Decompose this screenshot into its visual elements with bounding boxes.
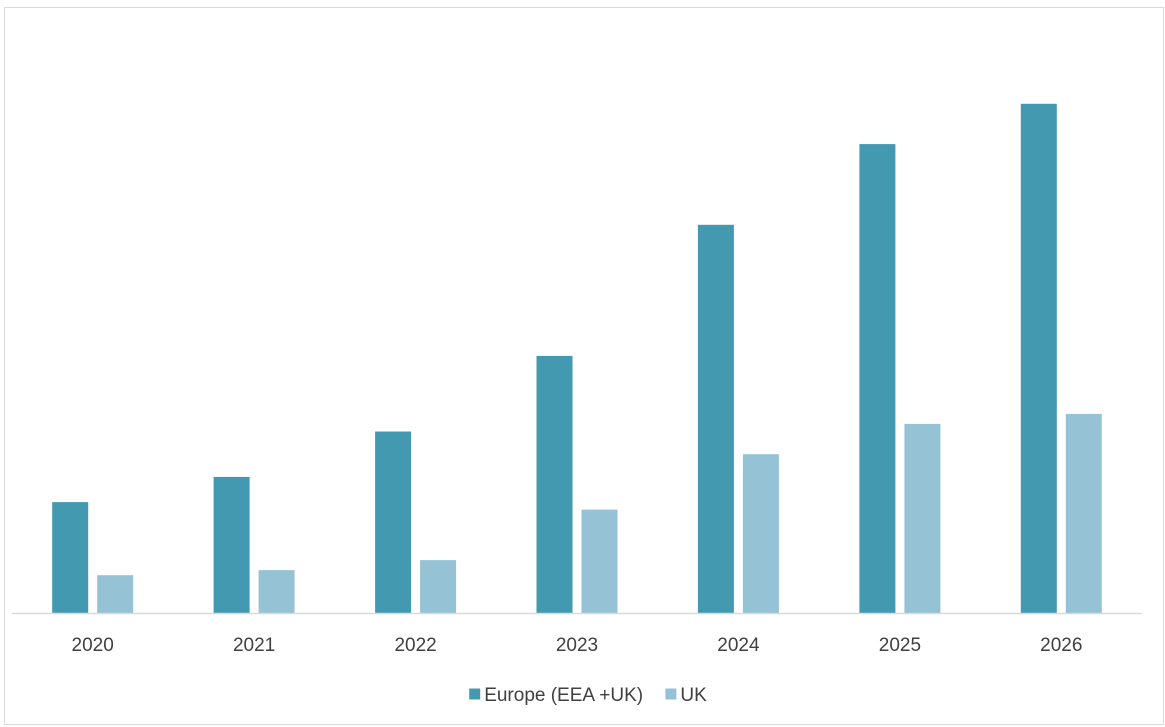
bar-uk-2025 (904, 423, 941, 613)
bar-europe-2021 (213, 476, 250, 613)
bar-chart: 2020 2021 2022 2023 2024 2025 2026 Europe (EEA… (12, 103, 1142, 706)
x-tick-label-2022: 2022 (394, 635, 436, 656)
bars-layer (52, 103, 1102, 614)
legend-swatch-europe (469, 688, 481, 700)
bar-uk-2021 (258, 570, 295, 613)
bar-europe-2026 (1020, 103, 1057, 614)
bar-uk-2024 (742, 454, 779, 613)
chart-frame: 2020 2021 2022 2023 2024 2025 2026 Europe (EEA… (4, 7, 1164, 725)
x-tick-labels: 2020 2021 2022 2023 2024 2025 2026 (72, 635, 1083, 656)
bar-europe-2023 (536, 355, 573, 613)
legend: Europe (EEA +UK) UK (469, 685, 707, 706)
bar-uk-2020 (97, 575, 134, 613)
bar-europe-2025 (859, 144, 896, 613)
legend-item-europe: Europe (EEA +UK) (469, 685, 643, 706)
x-tick-label-2021: 2021 (233, 635, 275, 656)
legend-item-uk: UK (665, 685, 707, 706)
x-tick-label-2023: 2023 (556, 635, 598, 656)
bar-uk-2023 (581, 509, 618, 613)
bar-europe-2024 (697, 224, 734, 614)
legend-label-uk: UK (680, 685, 707, 706)
bar-uk-2026 (1065, 413, 1102, 613)
legend-label-europe: Europe (EEA +UK) (484, 685, 643, 706)
x-tick-label-2024: 2024 (717, 635, 760, 656)
bar-europe-2022 (375, 431, 412, 613)
bar-uk-2022 (420, 560, 457, 613)
legend-swatch-uk (665, 688, 677, 700)
bar-europe-2020 (52, 502, 89, 613)
x-tick-label-2025: 2025 (879, 635, 921, 656)
x-tick-label-2026: 2026 (1040, 635, 1082, 656)
x-tick-label-2020: 2020 (72, 635, 114, 656)
